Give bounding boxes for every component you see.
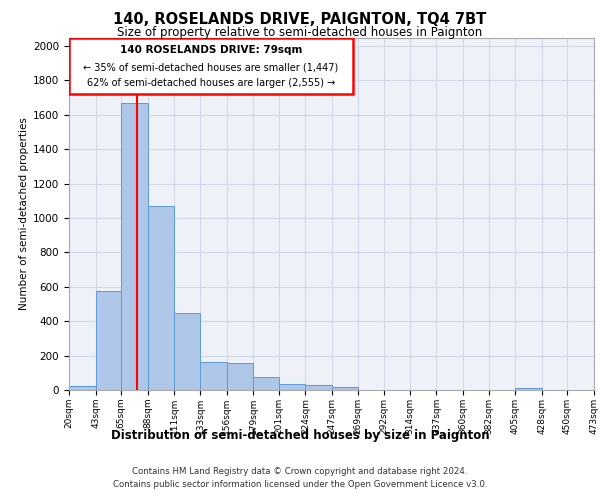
- Bar: [227, 364, 253, 390]
- Bar: [279, 384, 305, 390]
- Text: Size of property relative to semi-detached houses in Paignton: Size of property relative to semi-detach…: [118, 26, 482, 39]
- Bar: [69, 386, 95, 390]
- Bar: [332, 386, 358, 390]
- Bar: [121, 103, 148, 390]
- Text: 62% of semi-detached houses are larger (2,555) →: 62% of semi-detached houses are larger (…: [87, 78, 335, 88]
- Bar: [200, 362, 227, 390]
- Text: Distribution of semi-detached houses by size in Paignton: Distribution of semi-detached houses by …: [110, 430, 490, 442]
- Y-axis label: Number of semi-detached properties: Number of semi-detached properties: [19, 118, 29, 310]
- Bar: [175, 312, 200, 390]
- Bar: [253, 377, 279, 390]
- Text: 140, ROSELANDS DRIVE, PAIGNTON, TQ4 7BT: 140, ROSELANDS DRIVE, PAIGNTON, TQ4 7BT: [113, 12, 487, 28]
- Bar: [148, 206, 175, 390]
- Bar: [305, 385, 332, 390]
- Bar: [515, 388, 542, 390]
- Text: 140 ROSELANDS DRIVE: 79sqm: 140 ROSELANDS DRIVE: 79sqm: [120, 44, 302, 54]
- FancyBboxPatch shape: [69, 38, 353, 94]
- Text: ← 35% of semi-detached houses are smaller (1,447): ← 35% of semi-detached houses are smalle…: [83, 62, 338, 72]
- Text: Contains HM Land Registry data © Crown copyright and database right 2024.
Contai: Contains HM Land Registry data © Crown c…: [113, 468, 487, 489]
- Bar: [95, 291, 121, 390]
